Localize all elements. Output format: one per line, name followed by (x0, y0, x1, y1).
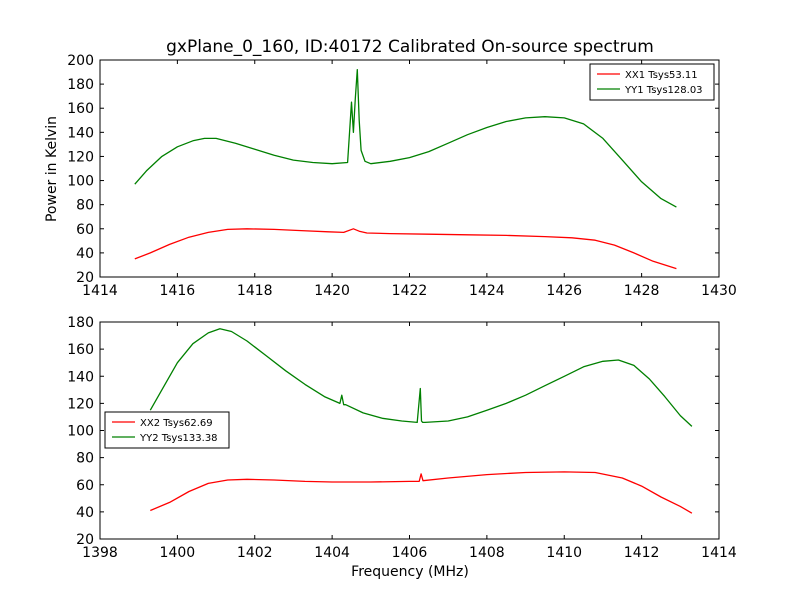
bottom-series-yy-line (149, 328, 693, 427)
bottom-legend: XX2 Tsys62.69 YY2 Tsys133.38 (104, 411, 230, 449)
top-legend-box (589, 63, 715, 101)
top-y-tick-label: 200 (67, 53, 94, 69)
top-x-tick-label: 1416 (160, 283, 196, 299)
bottom-x-tick-label: 1414 (701, 545, 737, 561)
top-plot: 1414 1416 1418 1420 1422 1424 1426 1428 1430 20 40… (67, 53, 737, 299)
bottom-x-tick-label: 1408 (469, 545, 505, 561)
bottom-x-tick-label: 1406 (392, 545, 428, 561)
y-axis-label: Power in Kelvin (44, 116, 60, 222)
bottom-y-tick-label: 80 (76, 451, 94, 467)
bottom-y-tick-label: 180 (67, 315, 94, 331)
top-y-tick-label: 60 (76, 222, 94, 238)
bottom-plot: 1398 1400 1402 1404 1406 1408 1410 1412 1414 20 40… (67, 315, 737, 561)
top-y-tick-label: 100 (67, 174, 94, 190)
bottom-y-tick-label: 100 (67, 424, 94, 440)
bottom-y-tick-label: 40 (76, 505, 94, 521)
top-x-tick-label: 1426 (546, 283, 582, 299)
top-y-tick-label: 140 (67, 125, 94, 141)
top-x-tick-label: 1418 (237, 283, 273, 299)
bottom-legend-label-yy2: YY2 Tsys133.38 (139, 433, 218, 444)
bottom-y-tick-label: 60 (76, 478, 94, 494)
bottom-x-tick-label: 1400 (160, 545, 196, 561)
top-x-tick-label: 1414 (82, 283, 118, 299)
top-x-tick-label: 1428 (624, 283, 660, 299)
x-axis-label: Frequency (MHz) (351, 564, 469, 580)
top-legend-label-xx1: XX1 Tsys53.11 (625, 70, 698, 81)
top-x-tick-label: 1420 (314, 283, 350, 299)
top-series-yy-line (134, 68, 677, 208)
chart-title: gxPlane_0_160, ID:40172 Calibrated On-so… (166, 37, 654, 57)
bottom-x-tick-label: 1398 (82, 545, 118, 561)
bottom-x-tick-label: 1412 (624, 545, 660, 561)
bottom-y-tick-label: 140 (67, 369, 94, 385)
bottom-series-xx-line (150, 471, 693, 514)
top-x-tick-label: 1422 (392, 283, 428, 299)
bottom-x-tick-label: 1402 (237, 545, 273, 561)
bottom-x-tick-label: 1410 (546, 545, 582, 561)
top-legend-label-yy1: YY1 Tsys128.03 (624, 85, 703, 96)
top-y-tick-label: 120 (67, 149, 94, 165)
bottom-y-tick-label: 160 (67, 342, 94, 358)
bottom-y-tick-label: 120 (67, 396, 94, 412)
top-y-tick-label: 20 (76, 270, 94, 286)
top-legend: XX1 Tsys53.11 YY1 Tsys128.03 (589, 63, 715, 101)
top-x-tick-label: 1430 (701, 283, 737, 299)
top-series-xx-line (134, 228, 677, 270)
bottom-y-tick-label: 20 (76, 532, 94, 548)
bottom-legend-box (104, 411, 230, 449)
top-y-tick-label: 160 (67, 101, 94, 117)
top-y-tick-label: 80 (76, 198, 94, 214)
bottom-legend-label-xx2: XX2 Tsys62.69 (140, 418, 213, 429)
top-y-tick-label: 40 (76, 246, 94, 262)
bottom-x-tick-label: 1404 (314, 545, 350, 561)
top-x-tick-label: 1424 (469, 283, 505, 299)
top-y-tick-label: 180 (67, 77, 94, 93)
